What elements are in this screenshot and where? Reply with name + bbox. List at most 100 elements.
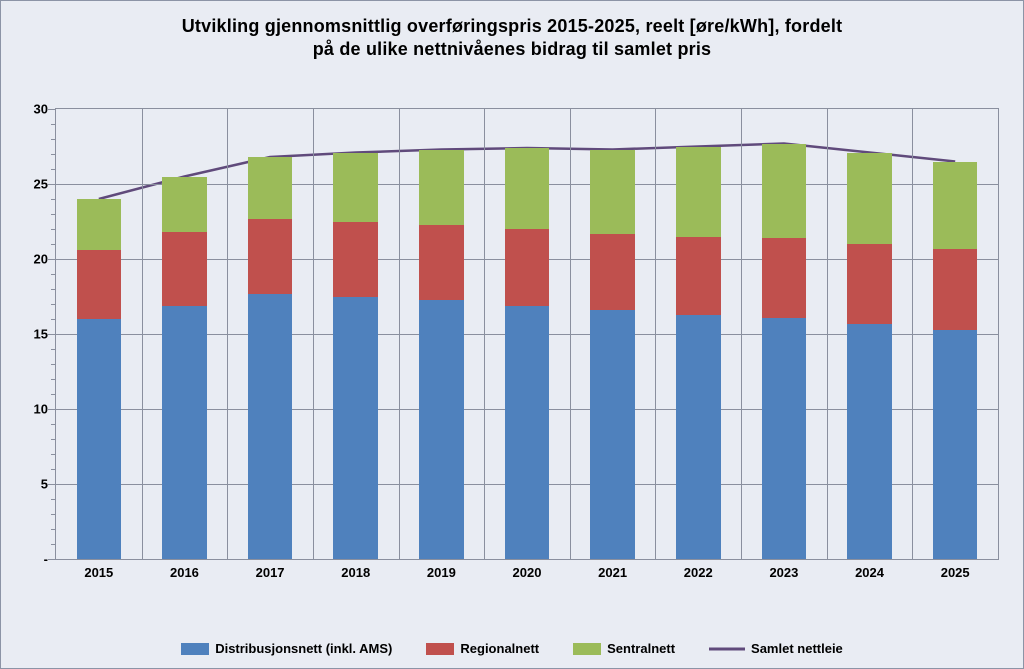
plot-area: -510152025302015201620172018201920202021… bbox=[55, 108, 999, 560]
legend-label: Distribusjonsnett (inkl. AMS) bbox=[215, 641, 392, 656]
y-minor-tick bbox=[51, 304, 56, 305]
bar-segment-distribusjonsnett bbox=[590, 310, 635, 559]
bar-segment-regionalnett bbox=[676, 237, 721, 315]
legend-item-line: Samlet nettleie bbox=[709, 641, 843, 656]
gridline-vertical bbox=[142, 109, 143, 559]
bar-segment-sentralnett bbox=[505, 148, 550, 229]
y-major-tick bbox=[48, 259, 56, 260]
x-axis-label: 2021 bbox=[598, 565, 627, 580]
x-axis-label: 2015 bbox=[84, 565, 113, 580]
y-minor-tick bbox=[51, 529, 56, 530]
bar-segment-distribusjonsnett bbox=[847, 324, 892, 560]
y-minor-tick bbox=[51, 514, 56, 515]
gridline-vertical bbox=[741, 109, 742, 559]
gridline-vertical bbox=[313, 109, 314, 559]
plot-wrapper: -510152025302015201620172018201920202021… bbox=[55, 96, 999, 590]
legend-line-icon bbox=[709, 643, 745, 655]
legend-label: Samlet nettleie bbox=[751, 641, 843, 656]
bar-segment-distribusjonsnett bbox=[676, 315, 721, 560]
y-minor-tick bbox=[51, 289, 56, 290]
gridline-vertical bbox=[399, 109, 400, 559]
x-axis-label: 2019 bbox=[427, 565, 456, 580]
y-minor-tick bbox=[51, 154, 56, 155]
y-axis-label: 15 bbox=[34, 327, 48, 342]
y-major-tick bbox=[48, 559, 56, 560]
bar-segment-distribusjonsnett bbox=[162, 306, 207, 560]
bar-segment-regionalnett bbox=[847, 244, 892, 324]
y-axis-label: 20 bbox=[34, 252, 48, 267]
y-major-tick bbox=[48, 484, 56, 485]
y-axis-label: 5 bbox=[41, 477, 48, 492]
gridline-vertical bbox=[655, 109, 656, 559]
y-minor-tick bbox=[51, 274, 56, 275]
y-minor-tick bbox=[51, 349, 56, 350]
bar-segment-distribusjonsnett bbox=[419, 300, 464, 560]
y-minor-tick bbox=[51, 229, 56, 230]
legend-swatch-icon bbox=[573, 643, 601, 655]
y-minor-tick bbox=[51, 214, 56, 215]
x-axis-label: 2024 bbox=[855, 565, 884, 580]
legend: Distribusjonsnett (inkl. AMS) Regionalnet… bbox=[1, 641, 1023, 656]
y-minor-tick bbox=[51, 469, 56, 470]
bar-segment-regionalnett bbox=[162, 232, 207, 306]
y-major-tick bbox=[48, 184, 56, 185]
x-axis-label: 2016 bbox=[170, 565, 199, 580]
chart-title-line2: på de ulike nettnivåenes bidrag til saml… bbox=[313, 39, 712, 59]
y-minor-tick bbox=[51, 199, 56, 200]
legend-item-regionalnett: Regionalnett bbox=[426, 641, 539, 656]
y-minor-tick bbox=[51, 139, 56, 140]
bar-segment-regionalnett bbox=[419, 225, 464, 300]
y-minor-tick bbox=[51, 394, 56, 395]
bar-segment-sentralnett bbox=[248, 157, 293, 219]
chart-frame: Utvikling gjennomsnittlig overføringspri… bbox=[0, 0, 1024, 669]
y-minor-tick bbox=[51, 364, 56, 365]
bar-segment-sentralnett bbox=[333, 153, 378, 222]
legend-item-sentralnett: Sentralnett bbox=[573, 641, 675, 656]
x-axis-label: 2018 bbox=[341, 565, 370, 580]
bar-segment-sentralnett bbox=[933, 162, 978, 249]
x-axis-label: 2017 bbox=[256, 565, 285, 580]
y-minor-tick bbox=[51, 124, 56, 125]
y-axis-label: 10 bbox=[34, 402, 48, 417]
chart-title: Utvikling gjennomsnittlig overføringspri… bbox=[1, 1, 1023, 66]
gridline-vertical bbox=[912, 109, 913, 559]
chart-title-line1: Utvikling gjennomsnittlig overføringspri… bbox=[182, 16, 843, 36]
bar-segment-regionalnett bbox=[333, 222, 378, 297]
bar-segment-regionalnett bbox=[248, 219, 293, 294]
y-minor-tick bbox=[51, 244, 56, 245]
y-minor-tick bbox=[51, 544, 56, 545]
bar-segment-distribusjonsnett bbox=[505, 306, 550, 560]
bar-segment-regionalnett bbox=[762, 238, 807, 318]
y-minor-tick bbox=[51, 319, 56, 320]
bar-segment-regionalnett bbox=[933, 249, 978, 330]
legend-item-distribusjonsnett: Distribusjonsnett (inkl. AMS) bbox=[181, 641, 392, 656]
y-axis-label: 25 bbox=[34, 177, 48, 192]
gridline-vertical bbox=[570, 109, 571, 559]
bar-segment-sentralnett bbox=[762, 144, 807, 239]
y-minor-tick bbox=[51, 454, 56, 455]
y-minor-tick bbox=[51, 439, 56, 440]
y-major-tick bbox=[48, 109, 56, 110]
legend-label: Sentralnett bbox=[607, 641, 675, 656]
legend-swatch-icon bbox=[426, 643, 454, 655]
bar-segment-distribusjonsnett bbox=[762, 318, 807, 560]
gridline-vertical bbox=[484, 109, 485, 559]
bar-segment-distribusjonsnett bbox=[933, 330, 978, 560]
y-minor-tick bbox=[51, 499, 56, 500]
bar-segment-regionalnett bbox=[77, 250, 122, 319]
bar-segment-distribusjonsnett bbox=[248, 294, 293, 560]
bar-segment-regionalnett bbox=[590, 234, 635, 311]
bar-segment-sentralnett bbox=[847, 153, 892, 245]
x-axis-label: 2020 bbox=[513, 565, 542, 580]
bar-segment-sentralnett bbox=[77, 199, 122, 250]
y-major-tick bbox=[48, 409, 56, 410]
gridline-vertical bbox=[227, 109, 228, 559]
x-axis-label: 2023 bbox=[769, 565, 798, 580]
bar-segment-sentralnett bbox=[590, 150, 635, 234]
legend-label: Regionalnett bbox=[460, 641, 539, 656]
y-axis-label: 30 bbox=[34, 102, 48, 117]
gridline-vertical bbox=[827, 109, 828, 559]
legend-swatch-icon bbox=[181, 643, 209, 655]
y-major-tick bbox=[48, 334, 56, 335]
y-minor-tick bbox=[51, 379, 56, 380]
